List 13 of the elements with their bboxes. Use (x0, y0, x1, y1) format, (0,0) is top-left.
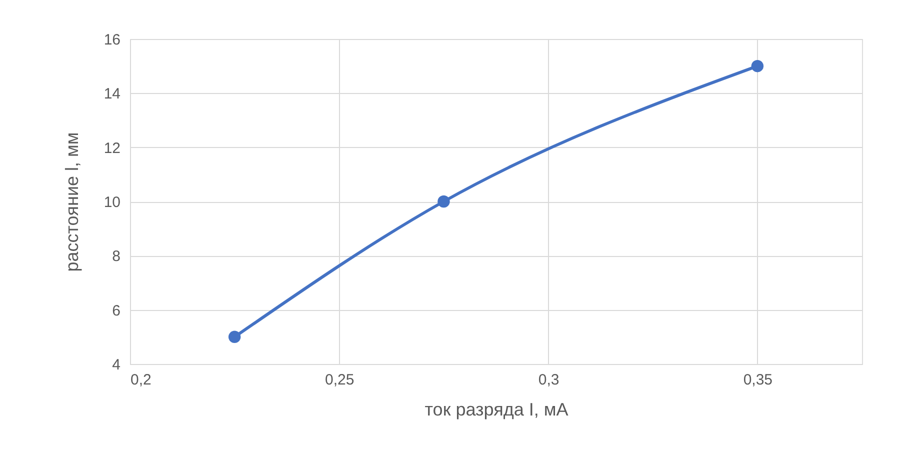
y-tick-label: 16 (104, 32, 120, 48)
y-tick-label: 14 (104, 86, 120, 103)
y-tick-label: 8 (112, 248, 120, 266)
x-tick-label: 0,2 (130, 372, 152, 388)
y-tick-label: 12 (104, 140, 120, 157)
y-axis-title: расстояние l, мм (62, 132, 82, 272)
y-tick-label: 4 (112, 356, 120, 374)
y-tick-label: 10 (104, 194, 120, 211)
y-tick-label: 6 (112, 302, 120, 320)
x-tick-label: 0,3 (538, 372, 560, 388)
x-tick-label: 0,35 (743, 372, 773, 388)
x-tick-label: 0,25 (325, 372, 354, 388)
x-axis-title: ток разряда I, мА (424, 400, 568, 420)
